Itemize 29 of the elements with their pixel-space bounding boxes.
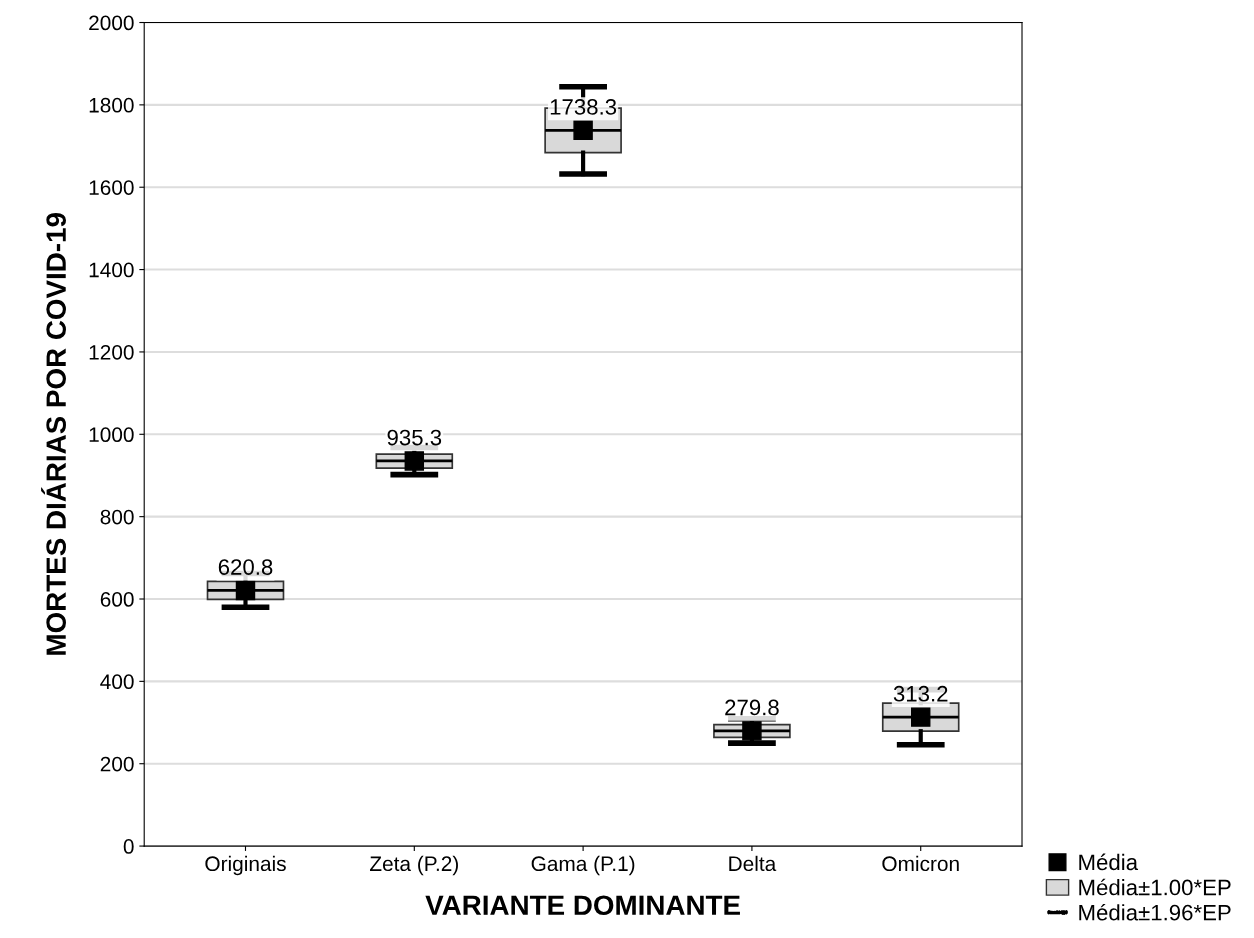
y-tick-label: 1400 xyxy=(89,262,134,278)
point xyxy=(742,721,762,741)
x-tick-label: Omicron xyxy=(882,855,959,872)
text: Média±1.96*EP xyxy=(1079,903,1231,921)
y-axis-title: MORTES DIÁRIAS POR COVID-19 xyxy=(41,213,66,655)
y-tick-label: 1200 xyxy=(89,344,134,360)
x-tick-label: Delta xyxy=(729,855,777,872)
data-label: 313.2 xyxy=(893,685,948,702)
point xyxy=(404,451,425,471)
y-tick-label: 1600 xyxy=(89,180,134,195)
y-tick-label: 800 xyxy=(100,509,134,525)
y-tick-label: 0 xyxy=(123,839,134,854)
legend-label: Média xyxy=(1079,853,1139,871)
x-tick-label: Originais xyxy=(205,855,286,876)
data-label: 620.8 xyxy=(218,559,273,575)
data-label: 1738.3 xyxy=(550,99,617,115)
y-tick-label: 400 xyxy=(100,674,134,690)
x-tick-label: Gama (P.1) xyxy=(531,855,635,876)
legend-label: Média±1.00*EP xyxy=(1079,878,1231,896)
y-tick-label: 1800 xyxy=(89,97,134,113)
y-tick-label: 200 xyxy=(100,756,134,772)
x-tick-label: Zeta (P.2) xyxy=(370,855,458,876)
x-axis-title: VARIANTE DOMINANTE xyxy=(425,895,740,916)
y-tick-label: 600 xyxy=(100,592,134,607)
y-tick-label: 2000 xyxy=(89,15,134,31)
data-label: 935.3 xyxy=(387,429,442,446)
data-label: 279.8 xyxy=(725,699,779,716)
y-tick-label: 1000 xyxy=(89,427,134,443)
point xyxy=(235,580,256,601)
